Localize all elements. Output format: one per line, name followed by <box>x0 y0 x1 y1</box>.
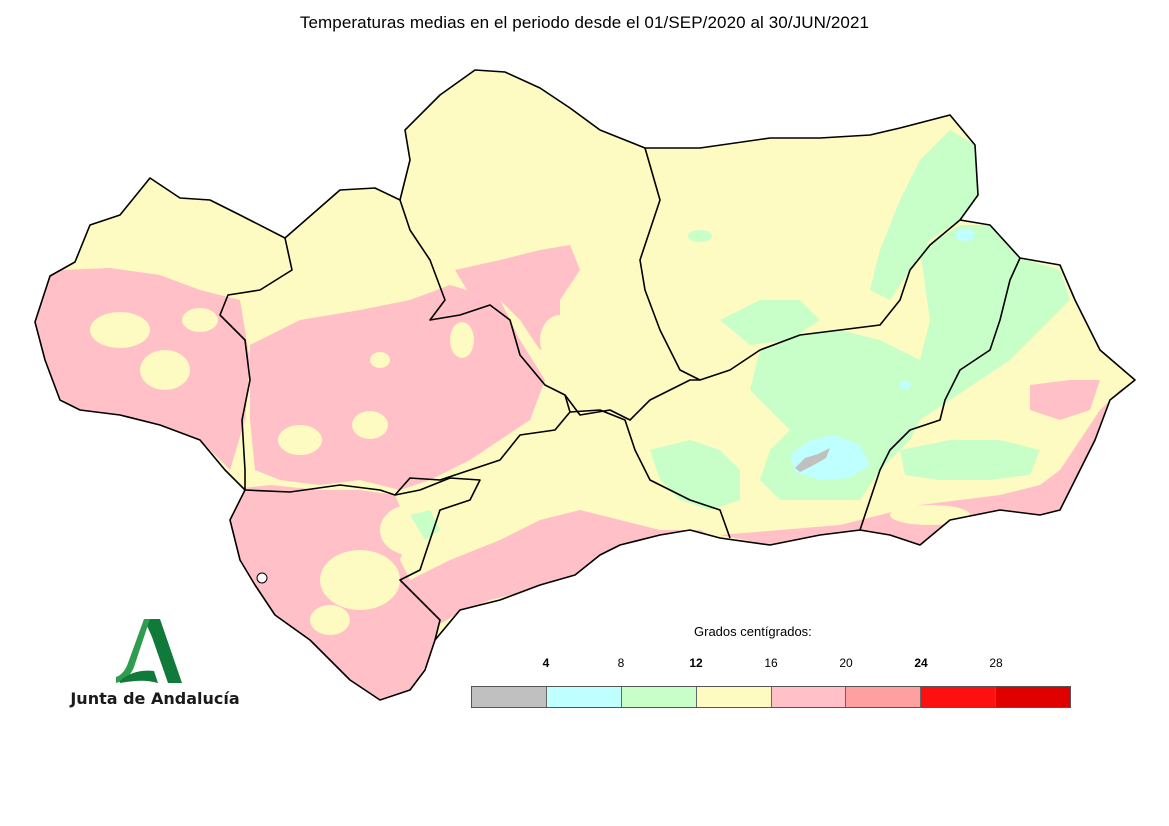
legend-swatch <box>996 687 1070 707</box>
legend-color-bar <box>471 686 1071 708</box>
legend-tick-label: 20 <box>839 656 853 670</box>
legend-title: Grados centígrados: <box>694 624 812 639</box>
legend-tick-label: 16 <box>764 656 778 670</box>
legend-swatch <box>621 687 697 707</box>
legend-tick-label: 24 <box>914 656 928 670</box>
legend-swatch <box>921 687 997 707</box>
coldest-zones <box>795 448 830 472</box>
outer-border <box>34 69 1136 701</box>
cool-zones <box>410 130 1070 540</box>
junta-logo-emblem-icon <box>116 619 182 683</box>
legend-swatch <box>771 687 847 707</box>
legend-swatch <box>696 687 772 707</box>
cadiz-bay <box>256 572 268 584</box>
junta-de-andalucia-logo: Junta de Andalucía <box>70 615 240 715</box>
legend-tick-label: 8 <box>617 656 625 670</box>
legend-tick-label: 28 <box>989 656 1003 670</box>
province-borders <box>34 69 1136 701</box>
legend-tick-label: 4 <box>542 656 550 670</box>
junta-logo-text: Junta de Andalucía <box>70 689 240 708</box>
legend-tick-label: 12 <box>689 656 703 670</box>
cold-zones <box>790 229 975 480</box>
legend-ticks: 4 8 12 16 20 24 28 <box>471 656 1071 672</box>
legend-swatch <box>472 687 547 707</box>
legend-swatch <box>546 687 622 707</box>
pale-islands <box>90 308 970 635</box>
map-title: Temperaturas medias en el periodo desde … <box>299 13 870 32</box>
legend-swatch <box>846 687 922 707</box>
